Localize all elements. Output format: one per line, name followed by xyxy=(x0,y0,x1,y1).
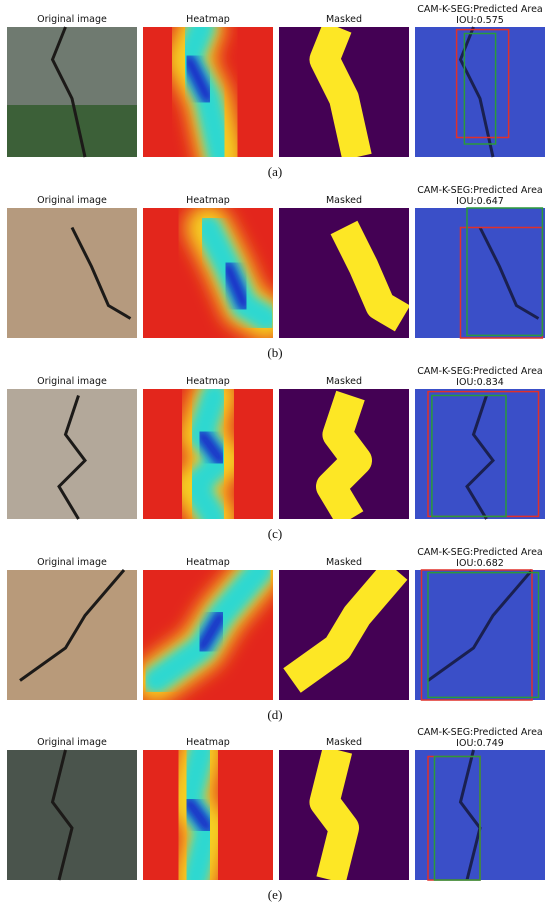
heatmap xyxy=(143,750,273,880)
crack xyxy=(50,749,74,881)
heat-blue xyxy=(194,427,228,468)
panel-title: Heatmap xyxy=(186,557,230,568)
original-image xyxy=(7,389,137,519)
predicted-box xyxy=(455,28,510,139)
panel-title: CAM-K-SEG:Predicted Area xyxy=(417,366,543,377)
figure-row: Original image Heatmap Masked CAM-K-SEG:Pre… xyxy=(7,185,545,360)
mask-region xyxy=(309,27,372,157)
heat-blue xyxy=(220,259,252,313)
crack xyxy=(458,749,482,881)
heat-blue xyxy=(194,608,228,655)
panel-title: Heatmap xyxy=(186,14,230,25)
heatmap xyxy=(143,208,273,338)
mask-region xyxy=(283,570,408,693)
crack xyxy=(57,395,87,520)
panel-title: Masked xyxy=(326,376,362,387)
original-image xyxy=(7,750,137,880)
iou-label: IOU:0.647 xyxy=(456,196,504,207)
iou-label: IOU:0.749 xyxy=(456,738,504,749)
crack xyxy=(465,395,495,520)
figure-row: Original image Heatmap Masked CAM-K-SEG:Pre… xyxy=(7,547,545,722)
mask-region xyxy=(316,390,372,519)
panel-title: Original image xyxy=(37,195,107,206)
row-label: (b) xyxy=(267,345,282,360)
panel-title: Original image xyxy=(37,376,107,387)
row-label: (c) xyxy=(268,526,282,541)
predicted-image xyxy=(415,389,545,519)
heatmap xyxy=(143,389,273,519)
ground-truth-box xyxy=(433,755,481,881)
iou-label: IOU:0.682 xyxy=(456,558,504,569)
heatmap xyxy=(143,570,273,700)
crack xyxy=(19,569,126,682)
panel-title: CAM-K-SEG:Predicted Area xyxy=(417,185,543,196)
crack xyxy=(50,26,87,158)
crack xyxy=(458,26,495,158)
foliage xyxy=(7,105,137,157)
crack xyxy=(70,226,132,320)
row-label: (d) xyxy=(267,707,282,722)
panel-title: Heatmap xyxy=(186,195,230,206)
panel-title: Masked xyxy=(326,195,362,206)
iou-label: IOU:0.834 xyxy=(456,377,504,388)
heat-blue xyxy=(181,52,215,106)
crack xyxy=(427,569,534,682)
heat-blue xyxy=(181,795,215,835)
figure-row: Original image Heatmap Masked CAM-K-SEG:Pre… xyxy=(7,366,545,541)
mask-region xyxy=(309,750,359,880)
panel-title: CAM-K-SEG:Predicted Area xyxy=(417,547,543,558)
heatmap xyxy=(143,27,273,157)
panel-title: CAM-K-SEG:Predicted Area xyxy=(417,727,543,738)
panel-title: Masked xyxy=(326,557,362,568)
ground-truth-box xyxy=(463,32,497,145)
predicted-box xyxy=(420,569,533,701)
panel-title: Original image xyxy=(37,557,107,568)
panel-title: Masked xyxy=(326,737,362,748)
iou-label: IOU:0.575 xyxy=(456,15,504,26)
predicted-image xyxy=(415,27,545,157)
mask-region xyxy=(330,220,409,332)
panel-title: Masked xyxy=(326,14,362,25)
panel-title: Heatmap xyxy=(186,737,230,748)
ground-truth-box xyxy=(466,207,544,337)
panel-title: CAM-K-SEG:Predicted Area xyxy=(417,4,543,15)
ground-truth-box xyxy=(427,571,540,699)
crack xyxy=(478,226,540,320)
panel-title: Original image xyxy=(37,737,107,748)
figure-row: Original image Heatmap Masked CAM-K-SEG:Pre… xyxy=(7,4,545,179)
ground-truth-box xyxy=(431,394,507,518)
panel-title: Heatmap xyxy=(186,376,230,387)
panel-title: Original image xyxy=(37,14,107,25)
row-label: (a) xyxy=(268,164,282,179)
figure-row: Original image Heatmap Masked CAM-K-SEG:Pre… xyxy=(7,727,545,902)
row-label: (e) xyxy=(268,887,282,902)
